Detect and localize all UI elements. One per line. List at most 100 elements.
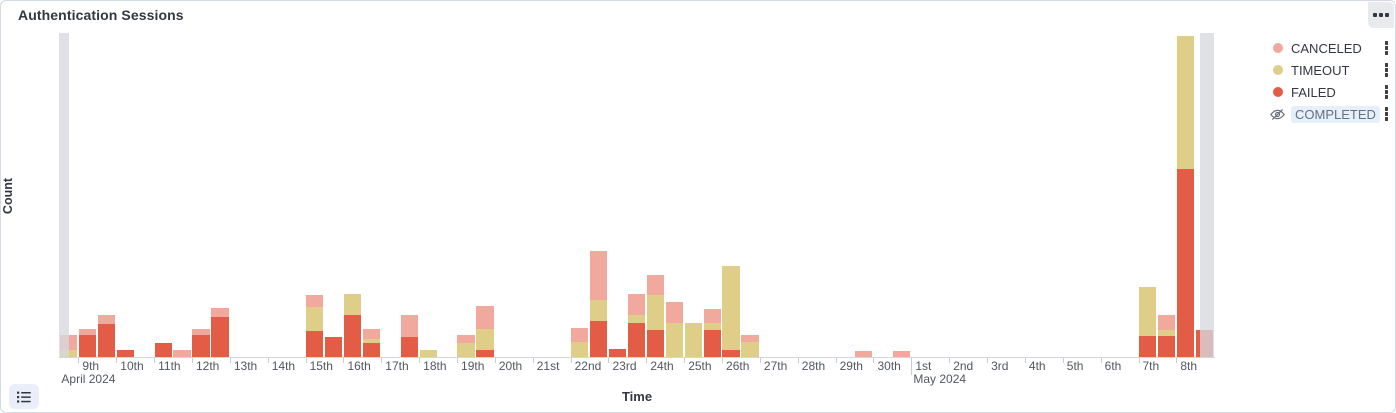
bar-apr-23-pm[interactable] (627, 294, 646, 357)
bar-segment-timeout[interactable] (1176, 36, 1195, 169)
bar-apr-17-pm[interactable] (400, 315, 419, 357)
bar-segment-timeout[interactable] (305, 307, 324, 331)
panel-options-button[interactable] (1368, 2, 1394, 28)
bar-segment-timeout[interactable] (627, 315, 646, 323)
legend-item-canceled[interactable]: CANCELED (1267, 37, 1393, 59)
bar-segment-canceled[interactable] (892, 351, 911, 357)
bar-apr-10-am[interactable] (116, 350, 135, 357)
bar-segment-canceled[interactable] (97, 315, 116, 324)
bar-segment-timeout[interactable] (343, 294, 362, 315)
bar-segment-failed[interactable] (78, 335, 97, 357)
bar-segment-timeout[interactable] (741, 342, 759, 357)
bar-segment-timeout[interactable] (684, 323, 702, 357)
legend-toggle-button[interactable] (9, 384, 39, 409)
bar-segment-failed[interactable] (343, 315, 362, 357)
bar-apr-30-pm[interactable] (892, 351, 911, 357)
bar-segment-failed[interactable] (154, 343, 172, 357)
bar-apr-18-am[interactable] (419, 350, 437, 357)
bar-segment-failed[interactable] (589, 321, 608, 357)
bar-apr-29-pm[interactable] (854, 351, 873, 357)
bar-segment-timeout[interactable] (362, 339, 381, 343)
bar-segment-timeout[interactable] (571, 342, 589, 357)
bar-segment-failed[interactable] (1176, 169, 1195, 357)
bar-segment-canceled[interactable] (305, 295, 324, 307)
bar-segment-canceled[interactable] (78, 329, 97, 335)
bar-segment-canceled[interactable] (362, 329, 381, 339)
legend-label[interactable]: COMPLETED (1291, 105, 1380, 123)
bar-segment-canceled[interactable] (627, 294, 646, 315)
bar-segment-failed[interactable] (608, 349, 627, 357)
bar-segment-canceled[interactable] (646, 275, 665, 295)
bar-apr-9-pm[interactable] (97, 315, 116, 357)
bar-segment-canceled[interactable] (400, 315, 419, 337)
bar-segment-failed[interactable] (1138, 336, 1157, 357)
bar-segment-failed[interactable] (627, 323, 646, 357)
legend-item-actions-icon[interactable] (1384, 107, 1388, 121)
bar-apr-11-am[interactable] (154, 343, 172, 357)
bar-segment-failed[interactable] (116, 350, 135, 357)
bar-apr-19-pm[interactable] (476, 306, 494, 357)
legend-label[interactable]: CANCELED (1291, 40, 1362, 56)
bar-segment-canceled[interactable] (457, 335, 475, 343)
bar-segment-failed[interactable] (97, 324, 116, 357)
bar-segment-timeout[interactable] (1138, 287, 1157, 336)
bar-segment-timeout[interactable] (1157, 330, 1176, 336)
bar-apr-19-am[interactable] (457, 335, 475, 357)
bar-apr-24-am[interactable] (646, 275, 665, 357)
bar-segment-canceled[interactable] (173, 350, 191, 357)
legend-item-actions-icon[interactable] (1384, 85, 1388, 99)
bar-segment-canceled[interactable] (703, 309, 721, 323)
bar-apr-12-am[interactable] (192, 329, 210, 357)
bar-segment-failed[interactable] (192, 335, 210, 357)
legend-label[interactable]: TIMEOUT (1291, 62, 1350, 78)
bar-apr-22-am[interactable] (571, 328, 589, 357)
bar-segment-failed[interactable] (305, 331, 324, 357)
legend-item-failed[interactable]: FAILED (1267, 81, 1393, 103)
bar-apr-24-pm[interactable] (665, 302, 684, 357)
bar-segment-timeout[interactable] (419, 350, 437, 357)
bar-segment-timeout[interactable] (703, 323, 721, 330)
legend-item-actions-icon[interactable] (1384, 63, 1388, 77)
bar-may-7-am[interactable] (1138, 287, 1157, 357)
bar-segment-canceled[interactable] (476, 306, 494, 329)
bar-segment-failed[interactable] (211, 317, 229, 357)
bar-apr-22-pm[interactable] (589, 251, 608, 357)
bar-apr-26-am[interactable] (722, 266, 740, 357)
bar-apr-16-pm[interactable] (362, 329, 381, 357)
bar-segment-failed[interactable] (324, 337, 343, 357)
legend-item-actions-icon[interactable] (1384, 41, 1388, 55)
bar-apr-26-pm[interactable] (741, 335, 759, 357)
legend-label[interactable]: FAILED (1291, 84, 1336, 100)
bar-apr-16-am[interactable] (343, 294, 362, 357)
bar-apr-15-pm[interactable] (324, 337, 343, 357)
bar-segment-timeout[interactable] (59, 350, 78, 357)
bar-segment-failed[interactable] (722, 350, 740, 357)
legend-item-completed[interactable]: COMPLETED (1267, 103, 1393, 125)
bar-segment-canceled[interactable] (741, 335, 759, 342)
bar-segment-failed[interactable] (703, 330, 721, 357)
bar-segment-failed[interactable] (400, 337, 419, 357)
bar-apr-15-am[interactable] (305, 295, 324, 357)
bar-segment-failed[interactable] (1157, 336, 1176, 357)
bar-segment-canceled[interactable] (854, 351, 873, 357)
bar-segment-timeout[interactable] (476, 329, 494, 350)
bar-segment-timeout[interactable] (665, 323, 684, 357)
bar-segment-timeout[interactable] (646, 295, 665, 330)
bar-segment-canceled[interactable] (211, 308, 229, 317)
bar-apr-25-pm[interactable] (703, 309, 721, 357)
bar-segment-canceled[interactable] (1157, 315, 1176, 330)
bar-apr-25-am[interactable] (684, 323, 702, 357)
bar-segment-timeout[interactable] (589, 300, 608, 321)
legend-item-timeout[interactable]: TIMEOUT (1267, 59, 1393, 81)
bar-apr-11-pm[interactable] (173, 350, 191, 357)
bar-segment-failed[interactable] (646, 330, 665, 357)
bar-segment-canceled[interactable] (192, 329, 210, 335)
bar-apr-9-am[interactable] (78, 329, 97, 357)
bar-segment-canceled[interactable] (589, 251, 608, 300)
bar-segment-canceled[interactable] (665, 302, 684, 323)
bar-segment-failed[interactable] (476, 350, 494, 357)
bar-segment-failed[interactable] (362, 343, 381, 357)
bar-segment-timeout[interactable] (722, 266, 740, 350)
bar-apr-23-am[interactable] (608, 349, 627, 357)
bar-segment-timeout[interactable] (457, 343, 475, 357)
